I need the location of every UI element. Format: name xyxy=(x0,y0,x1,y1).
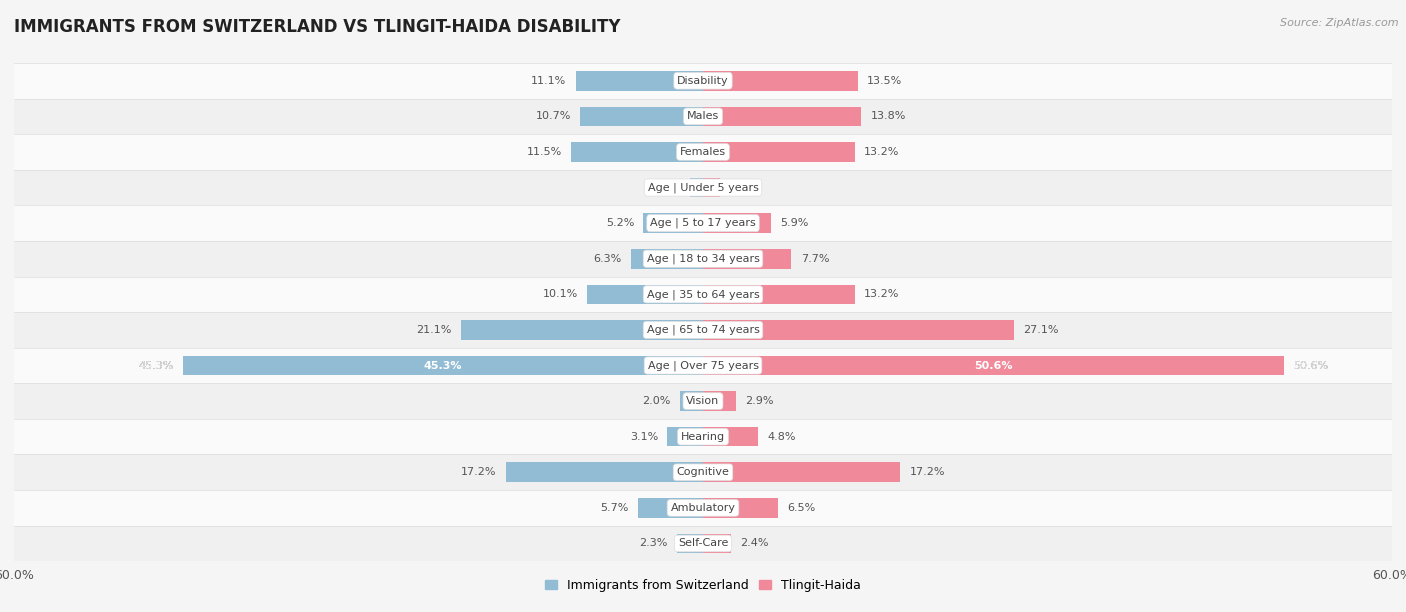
Text: 10.1%: 10.1% xyxy=(543,289,578,299)
Text: 5.9%: 5.9% xyxy=(780,218,808,228)
Bar xyxy=(703,142,855,162)
Text: Hearing: Hearing xyxy=(681,431,725,442)
Text: 2.9%: 2.9% xyxy=(745,396,773,406)
Text: 13.5%: 13.5% xyxy=(868,76,903,86)
Bar xyxy=(14,277,1392,312)
Bar xyxy=(681,391,703,411)
Bar xyxy=(575,71,703,91)
Text: Age | 65 to 74 years: Age | 65 to 74 years xyxy=(647,324,759,335)
Bar xyxy=(703,391,737,411)
Text: 50.6%: 50.6% xyxy=(1294,360,1329,370)
Legend: Immigrants from Switzerland, Tlingit-Haida: Immigrants from Switzerland, Tlingit-Hai… xyxy=(540,574,866,597)
Text: Age | 5 to 17 years: Age | 5 to 17 years xyxy=(650,218,756,228)
Bar xyxy=(703,285,855,304)
Text: 2.4%: 2.4% xyxy=(740,539,768,548)
Text: Females: Females xyxy=(681,147,725,157)
Bar xyxy=(703,498,778,518)
Text: Source: ZipAtlas.com: Source: ZipAtlas.com xyxy=(1281,18,1399,28)
Bar xyxy=(703,463,900,482)
Text: 13.2%: 13.2% xyxy=(863,289,898,299)
Bar xyxy=(14,526,1392,561)
Text: 3.1%: 3.1% xyxy=(630,431,658,442)
Bar xyxy=(703,214,770,233)
Text: Age | Under 5 years: Age | Under 5 years xyxy=(648,182,758,193)
Bar xyxy=(14,312,1392,348)
Text: 6.3%: 6.3% xyxy=(593,254,621,264)
Bar xyxy=(14,241,1392,277)
Bar xyxy=(571,142,703,162)
Text: Cognitive: Cognitive xyxy=(676,468,730,477)
Text: 45.3%: 45.3% xyxy=(423,360,463,370)
Text: 10.7%: 10.7% xyxy=(536,111,571,121)
Text: Vision: Vision xyxy=(686,396,720,406)
Text: 17.2%: 17.2% xyxy=(910,468,945,477)
Bar xyxy=(703,534,731,553)
Bar xyxy=(637,498,703,518)
Bar xyxy=(506,463,703,482)
Text: 2.0%: 2.0% xyxy=(643,396,671,406)
Text: 5.2%: 5.2% xyxy=(606,218,634,228)
Bar xyxy=(14,419,1392,455)
Bar xyxy=(14,348,1392,383)
Bar xyxy=(703,71,858,91)
Text: Disability: Disability xyxy=(678,76,728,86)
Bar xyxy=(588,285,703,304)
Bar xyxy=(668,427,703,447)
Bar xyxy=(703,427,758,447)
Text: Self-Care: Self-Care xyxy=(678,539,728,548)
Text: 1.1%: 1.1% xyxy=(652,182,681,193)
Text: 11.5%: 11.5% xyxy=(526,147,562,157)
Text: 1.5%: 1.5% xyxy=(730,182,758,193)
Text: 21.1%: 21.1% xyxy=(416,325,451,335)
Bar xyxy=(703,249,792,269)
Text: 45.3%: 45.3% xyxy=(138,360,174,370)
Text: 5.7%: 5.7% xyxy=(600,503,628,513)
Bar xyxy=(676,534,703,553)
Bar xyxy=(14,63,1392,99)
Bar xyxy=(703,356,1284,375)
Text: 6.5%: 6.5% xyxy=(787,503,815,513)
Text: 2.3%: 2.3% xyxy=(640,539,668,548)
Text: 17.2%: 17.2% xyxy=(461,468,496,477)
Text: 4.8%: 4.8% xyxy=(768,431,796,442)
Text: Males: Males xyxy=(688,111,718,121)
Bar xyxy=(644,214,703,233)
Bar xyxy=(14,134,1392,170)
Bar xyxy=(703,177,720,197)
Bar xyxy=(703,320,1014,340)
Text: 13.8%: 13.8% xyxy=(870,111,905,121)
Text: Age | 35 to 64 years: Age | 35 to 64 years xyxy=(647,289,759,300)
Bar xyxy=(14,490,1392,526)
Bar xyxy=(14,99,1392,134)
Bar xyxy=(703,106,862,126)
Bar xyxy=(461,320,703,340)
Bar xyxy=(14,383,1392,419)
Text: Age | Over 75 years: Age | Over 75 years xyxy=(648,360,758,371)
Text: 27.1%: 27.1% xyxy=(1024,325,1059,335)
Text: Age | 18 to 34 years: Age | 18 to 34 years xyxy=(647,253,759,264)
Bar xyxy=(14,170,1392,206)
Text: 50.6%: 50.6% xyxy=(974,360,1012,370)
Text: 45.3%: 45.3% xyxy=(138,360,174,370)
Bar xyxy=(690,177,703,197)
Text: 50.6%: 50.6% xyxy=(1294,360,1329,370)
Bar xyxy=(14,455,1392,490)
Text: 13.2%: 13.2% xyxy=(863,147,898,157)
Bar xyxy=(14,206,1392,241)
Text: 11.1%: 11.1% xyxy=(531,76,567,86)
Bar xyxy=(581,106,703,126)
Bar xyxy=(631,249,703,269)
Text: IMMIGRANTS FROM SWITZERLAND VS TLINGIT-HAIDA DISABILITY: IMMIGRANTS FROM SWITZERLAND VS TLINGIT-H… xyxy=(14,18,620,36)
Bar xyxy=(183,356,703,375)
Text: Ambulatory: Ambulatory xyxy=(671,503,735,513)
Text: 7.7%: 7.7% xyxy=(800,254,830,264)
